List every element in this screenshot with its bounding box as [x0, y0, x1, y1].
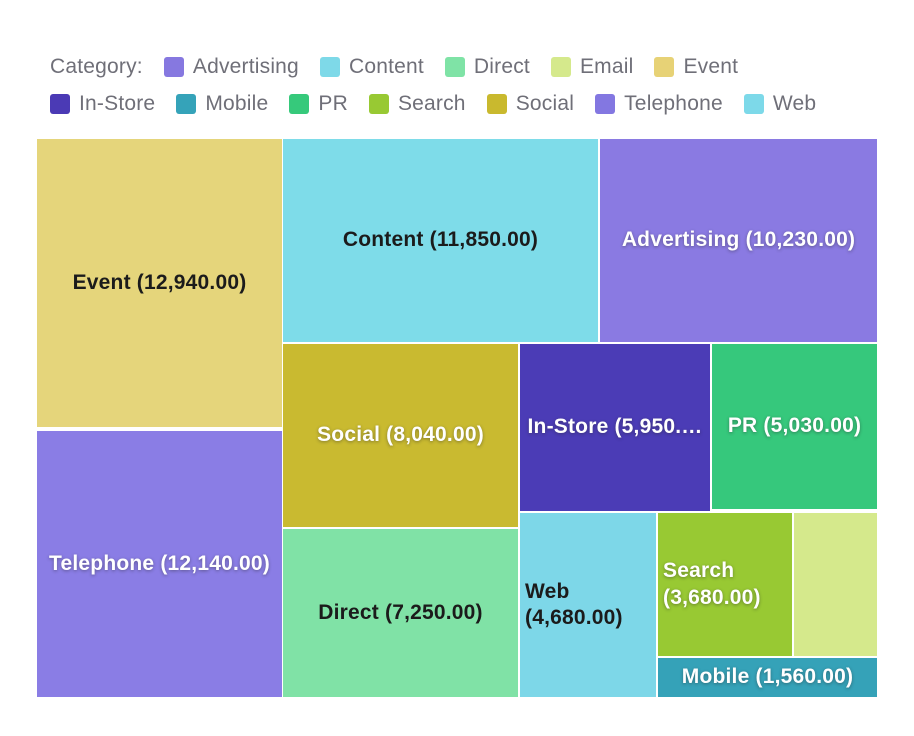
- telephone-swatch-icon: [595, 94, 616, 114]
- legend-label-in-store: In-Store: [79, 92, 156, 115]
- legend-label-direct: Direct: [473, 55, 530, 78]
- treemap-tile-social[interactable]: Social (8,040.00): [283, 344, 518, 527]
- tile-label-pr: PR (5,030.00): [727, 414, 862, 438]
- tile-label-content: Content (11,850.00): [342, 228, 539, 252]
- legend-item-in-store[interactable]: In-Store: [50, 92, 155, 116]
- treemap-tile-telephone[interactable]: Telephone (12,140.00): [37, 431, 282, 697]
- legend-item-social[interactable]: Social: [486, 92, 575, 116]
- treemap-tile-advertising[interactable]: Advertising (10,230.00): [600, 139, 877, 342]
- legend-label-advertising: Advertising: [192, 55, 299, 78]
- legend-item-pr[interactable]: PR: [289, 92, 348, 116]
- tile-label-telephone: Telephone (12,140.00): [49, 551, 270, 575]
- legend: Category: Advertising Content Direct Email E…: [50, 55, 880, 129]
- email-swatch-icon: [550, 57, 571, 77]
- advertising-swatch-icon: [163, 57, 184, 77]
- treemap-tile-pr[interactable]: PR (5,030.00): [712, 344, 877, 509]
- legend-item-email[interactable]: Email: [550, 55, 634, 79]
- legend-item-mobile[interactable]: Mobile: [176, 92, 268, 116]
- legend-item-content[interactable]: Content: [319, 55, 424, 79]
- legend-label-email: Email: [579, 55, 634, 78]
- legend-item-direct[interactable]: Direct: [444, 55, 530, 79]
- treemap-tile-search[interactable]: Search (3,680.00): [658, 513, 792, 656]
- content-swatch-icon: [319, 57, 340, 77]
- legend-label-pr: PR: [318, 92, 348, 115]
- tile-label-web: Web (4,680.00): [525, 579, 623, 629]
- legend-row-1: Category: Advertising Content Direct Email E…: [50, 55, 880, 79]
- tile-label-in-store: In-Store (5,950.…: [527, 415, 703, 439]
- pr-swatch-icon: [289, 94, 310, 114]
- treemap-tile-email[interactable]: [794, 513, 877, 656]
- social-swatch-icon: [486, 94, 507, 114]
- treemap-tile-direct[interactable]: Direct (7,250.00): [283, 529, 518, 697]
- legend-label-social: Social: [515, 92, 575, 115]
- tile-label-event: Event (12,940.00): [72, 270, 247, 294]
- legend-item-telephone[interactable]: Telephone: [595, 92, 723, 116]
- legend-item-web[interactable]: Web: [743, 92, 817, 116]
- in-store-swatch-icon: [50, 94, 70, 114]
- treemap-tile-event[interactable]: Event (12,940.00): [37, 139, 282, 427]
- treemap-tile-mobile[interactable]: Mobile (1,560.00): [658, 658, 877, 697]
- legend-label-telephone: Telephone: [624, 92, 723, 115]
- legend-label-mobile: Mobile: [205, 92, 269, 115]
- legend-label-web: Web: [772, 92, 817, 115]
- search-swatch-icon: [368, 94, 389, 114]
- treemap: Event (12,940.00) Content (11,850.00) Adve…: [37, 139, 877, 697]
- mobile-swatch-icon: [176, 94, 197, 114]
- legend-label-search: Search: [397, 92, 466, 115]
- treemap-tile-in-store[interactable]: In-Store (5,950.…: [520, 344, 710, 511]
- treemap-tile-web[interactable]: Web (4,680.00): [520, 513, 656, 697]
- tile-label-mobile: Mobile (1,560.00): [681, 665, 854, 689]
- tile-label-advertising: Advertising (10,230.00): [621, 228, 856, 252]
- legend-row-2: In-Store Mobile PR Search Social Telephone Web: [50, 92, 880, 116]
- legend-item-event[interactable]: Event: [654, 55, 738, 79]
- legend-title: Category:: [50, 55, 143, 78]
- event-swatch-icon: [654, 57, 675, 77]
- tile-label-social: Social (8,040.00): [317, 423, 484, 447]
- direct-swatch-icon: [444, 57, 465, 77]
- tile-label-direct: Direct (7,250.00): [318, 600, 483, 624]
- web-swatch-icon: [743, 94, 764, 114]
- legend-label-event: Event: [683, 55, 739, 78]
- legend-item-advertising[interactable]: Advertising: [163, 55, 299, 79]
- tile-label-search: Search (3,680.00): [663, 559, 761, 609]
- legend-item-search[interactable]: Search: [368, 92, 466, 116]
- legend-label-content: Content: [348, 55, 424, 78]
- treemap-tile-content[interactable]: Content (11,850.00): [283, 139, 598, 342]
